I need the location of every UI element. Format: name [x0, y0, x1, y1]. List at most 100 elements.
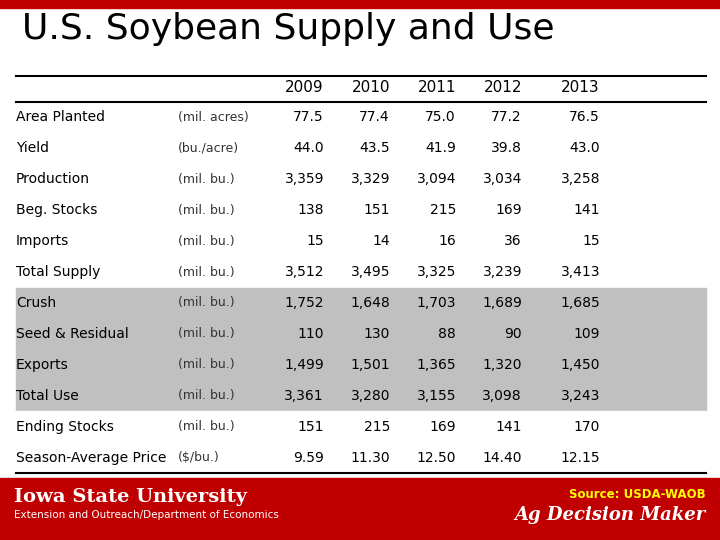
Text: Yield: Yield	[16, 141, 49, 156]
Bar	[16, 133, 706, 164]
Text: 16: 16	[438, 234, 456, 248]
Text: 1,703: 1,703	[416, 296, 456, 310]
Text: 2013: 2013	[562, 80, 600, 95]
Text: 3,034: 3,034	[482, 172, 522, 186]
Text: 3,239: 3,239	[482, 265, 522, 279]
Text: 43.5: 43.5	[359, 141, 390, 156]
Text: 77.2: 77.2	[491, 111, 522, 124]
Text: 3,359: 3,359	[284, 172, 324, 186]
Text: 9.59: 9.59	[293, 450, 324, 464]
Text: (mil. bu.): (mil. bu.)	[178, 359, 235, 372]
Text: 3,098: 3,098	[482, 389, 522, 403]
Text: Seed & Residual: Seed & Residual	[16, 327, 129, 341]
Text: 14.40: 14.40	[482, 450, 522, 464]
Text: Source: USDA-WAOB: Source: USDA-WAOB	[570, 488, 706, 501]
Text: 1,365: 1,365	[416, 358, 456, 372]
Text: Crush: Crush	[16, 296, 56, 310]
Text: 141: 141	[495, 420, 522, 434]
Text: 3,243: 3,243	[561, 389, 600, 403]
Text: 3,155: 3,155	[416, 389, 456, 403]
Text: 75.0: 75.0	[426, 111, 456, 124]
Text: 39.8: 39.8	[491, 141, 522, 156]
Text: 15: 15	[582, 234, 600, 248]
Text: 12.15: 12.15	[560, 450, 600, 464]
Text: (mil. bu.): (mil. bu.)	[178, 389, 235, 402]
Bar	[16, 349, 706, 380]
Text: 2012: 2012	[484, 80, 522, 95]
Text: Area Planted: Area Planted	[16, 111, 105, 124]
Text: 1,648: 1,648	[350, 296, 390, 310]
Text: 3,325: 3,325	[417, 265, 456, 279]
Bar	[0, 478, 720, 540]
Text: 41.9: 41.9	[425, 141, 456, 156]
Text: 77.4: 77.4	[359, 111, 390, 124]
Text: 215: 215	[430, 203, 456, 217]
Text: (bu./acre): (bu./acre)	[178, 142, 239, 155]
Text: U.S. Soybean Supply and Use: U.S. Soybean Supply and Use	[22, 12, 554, 46]
Text: Iowa State University: Iowa State University	[14, 488, 247, 506]
Bar	[16, 256, 706, 287]
Text: 76.5: 76.5	[570, 111, 600, 124]
Text: 1,685: 1,685	[560, 296, 600, 310]
Text: 11.30: 11.30	[351, 450, 390, 464]
Bar	[0, 0, 720, 8]
Text: 1,501: 1,501	[351, 358, 390, 372]
Text: 2009: 2009	[285, 80, 324, 95]
Text: 44.0: 44.0	[293, 141, 324, 156]
Text: 1,450: 1,450	[560, 358, 600, 372]
Text: 3,329: 3,329	[351, 172, 390, 186]
Bar	[16, 195, 706, 226]
Text: 43.0: 43.0	[570, 141, 600, 156]
Text: Ending Stocks: Ending Stocks	[16, 420, 114, 434]
Text: 2010: 2010	[351, 80, 390, 95]
Bar	[16, 102, 706, 133]
Bar	[16, 164, 706, 195]
Text: 90: 90	[505, 327, 522, 341]
Text: 14: 14	[372, 234, 390, 248]
Text: 1,752: 1,752	[284, 296, 324, 310]
Text: (mil. bu.): (mil. bu.)	[178, 266, 235, 279]
Text: 1,320: 1,320	[482, 358, 522, 372]
Text: Total Supply: Total Supply	[16, 265, 100, 279]
Text: 3,512: 3,512	[284, 265, 324, 279]
Text: 138: 138	[297, 203, 324, 217]
Text: (mil. acres): (mil. acres)	[178, 111, 248, 124]
Text: 88: 88	[438, 327, 456, 341]
Text: Production: Production	[16, 172, 90, 186]
Bar	[16, 411, 706, 442]
Text: Beg. Stocks: Beg. Stocks	[16, 203, 97, 217]
Text: 1,689: 1,689	[482, 296, 522, 310]
Text: (mil. bu.): (mil. bu.)	[178, 420, 235, 433]
Text: 77.5: 77.5	[293, 111, 324, 124]
Text: 12.50: 12.50	[416, 450, 456, 464]
Bar	[16, 287, 706, 319]
Text: 1,499: 1,499	[284, 358, 324, 372]
Text: (mil. bu.): (mil. bu.)	[178, 234, 235, 248]
Text: Season-Average Price: Season-Average Price	[16, 450, 166, 464]
Text: 3,413: 3,413	[560, 265, 600, 279]
Bar	[16, 380, 706, 411]
Text: ($/bu.): ($/bu.)	[178, 451, 220, 464]
Text: 3,258: 3,258	[560, 172, 600, 186]
Text: 2011: 2011	[418, 80, 456, 95]
Text: 169: 169	[495, 203, 522, 217]
Text: 215: 215	[364, 420, 390, 434]
Text: 170: 170	[574, 420, 600, 434]
Text: 151: 151	[297, 420, 324, 434]
Text: 3,280: 3,280	[351, 389, 390, 403]
Text: Exports: Exports	[16, 358, 68, 372]
Text: Imports: Imports	[16, 234, 69, 248]
Text: (mil. bu.): (mil. bu.)	[178, 296, 235, 309]
Text: 15: 15	[307, 234, 324, 248]
Text: (mil. bu.): (mil. bu.)	[178, 204, 235, 217]
Text: 109: 109	[574, 327, 600, 341]
Text: 36: 36	[505, 234, 522, 248]
Text: 130: 130	[364, 327, 390, 341]
Text: 3,361: 3,361	[284, 389, 324, 403]
Text: 110: 110	[297, 327, 324, 341]
Bar	[16, 226, 706, 256]
Text: Ag Decision Maker: Ag Decision Maker	[515, 506, 706, 524]
Text: Extension and Outreach/Department of Economics: Extension and Outreach/Department of Eco…	[14, 510, 279, 520]
Text: 169: 169	[429, 420, 456, 434]
Text: 151: 151	[364, 203, 390, 217]
